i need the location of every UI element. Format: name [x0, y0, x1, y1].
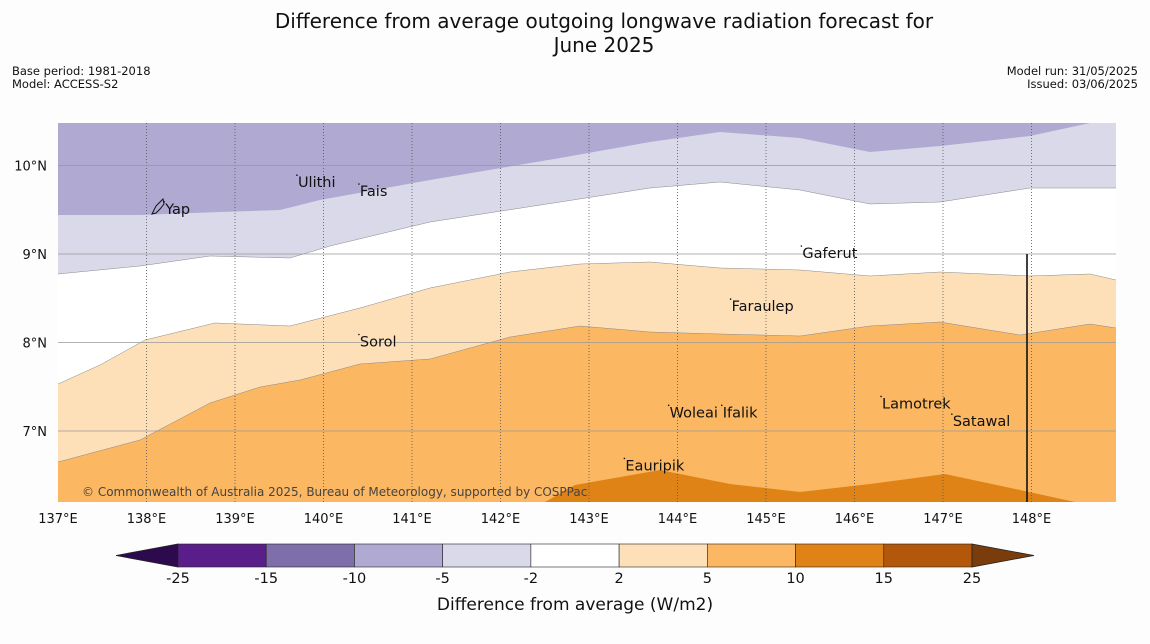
- lon-tick-label: 146°E: [835, 512, 875, 527]
- place-label-faraulep: Faraulep: [732, 299, 794, 315]
- place-label-ifalik: Ifalik: [723, 405, 758, 421]
- place-marker: [880, 395, 882, 398]
- base-period: Base period: 1981-2018: [12, 64, 151, 78]
- colorbar-bin: [354, 543, 443, 568]
- colorbar-tick-label: 10: [786, 571, 804, 587]
- place-label-woleai: Woleai: [670, 405, 718, 421]
- lon-tick-label: 142°E: [481, 512, 521, 527]
- lon-tick-label: 138°E: [127, 512, 167, 527]
- place-label-ulithi: Ulithi: [298, 175, 336, 191]
- colorbar-bin: [618, 543, 708, 568]
- lat-tick-label: 10°N: [14, 160, 47, 175]
- place-label-yap: Yap: [164, 202, 190, 218]
- colorbar-extend-max: [971, 543, 1035, 568]
- colorbar-bin: [442, 543, 532, 568]
- colorbar-tick-label: 5: [703, 571, 712, 587]
- colorbar-tick-label: -5: [435, 571, 449, 587]
- colorbar-label: Difference from average (W/m2): [437, 595, 713, 615]
- place-marker: [623, 457, 626, 460]
- colorbar-tick-label: 2: [614, 571, 623, 587]
- model-name: Model: ACCESS-S2: [12, 77, 119, 91]
- place-marker: [358, 183, 360, 185]
- colorbar-tick-label: -10: [343, 571, 367, 587]
- colorbar: -25 -15 -10 -5 -2 2 5 10 15 25: [115, 543, 1035, 587]
- gridlines: [58, 123, 1116, 502]
- place-marker: [667, 404, 670, 407]
- lat-tick-label: 9°N: [23, 248, 48, 263]
- place-labels: Ulithi Fais Yap Gaferut Faraulep Sorol Woleai I…: [163, 174, 1010, 474]
- band-neg10-neg5: [58, 123, 1090, 215]
- lon-tick-label: 140°E: [304, 512, 344, 527]
- colorbar-tick-label: -2: [524, 571, 538, 587]
- colorbar-tick-label: -25: [166, 571, 190, 587]
- lon-tick-label: 139°E: [215, 512, 255, 527]
- copyright-credit: © Commonwealth of Australia 2025, Bureau…: [82, 485, 587, 499]
- lon-tick-label: 145°E: [746, 512, 786, 527]
- lat-tick-label: 7°N: [23, 425, 48, 440]
- colorbar-tick-label: 25: [963, 571, 981, 587]
- contour-lines: [58, 181, 1116, 463]
- lon-tick-label: 137°E: [38, 512, 78, 527]
- place-marker: [163, 200, 165, 203]
- place-marker: [358, 333, 360, 336]
- lon-tick-label: 143°E: [569, 512, 609, 527]
- place-marker: [720, 404, 723, 407]
- colorbar-bin: [795, 543, 885, 568]
- model-run: Model run: 31/05/2025: [1006, 64, 1138, 78]
- place-marker: [800, 245, 803, 247]
- lat-tick-label: 8°N: [23, 337, 48, 352]
- meta-right: Model run: 31/05/2025 Issued: 03/06/2025: [1007, 65, 1138, 91]
- place-marker: [729, 298, 732, 300]
- place-label-lamotrek: Lamotrek: [882, 396, 951, 412]
- place-label-gaferut: Gaferut: [802, 246, 857, 262]
- lon-tick-label: 144°E: [658, 512, 698, 527]
- lon-tick-label: 141°E: [392, 512, 432, 527]
- latitude-ticks: 10°N 9°N 8°N 7°N: [14, 160, 47, 441]
- meta-left: Base period: 1981-2018 Model: ACCESS-S2: [12, 65, 151, 91]
- band-5-10: [58, 322, 1116, 502]
- longitude-ticks: 137°E 138°E 139°E 140°E 141°E 142°E 143°E 144°E…: [38, 512, 1051, 527]
- colorbar-tick-label: 15: [875, 571, 893, 587]
- colorbar-bin: [265, 543, 355, 568]
- lon-tick-label: 147°E: [923, 512, 963, 527]
- place-marker: [296, 174, 298, 176]
- colorbar-bin: [530, 543, 620, 568]
- place-label-eauripik: Eauripik: [625, 458, 684, 474]
- colorbar-bin: [883, 543, 973, 568]
- place-label-sorol: Sorol: [360, 335, 397, 351]
- lon-tick-label: 148°E: [1012, 512, 1052, 527]
- anomaly-field: © Commonwealth of Australia 2025, Bureau…: [58, 123, 1116, 502]
- place-label-satawal: Satawal: [953, 414, 1010, 430]
- colorbar-bin: [707, 543, 796, 568]
- chart-title: Difference from average outgoing longwav…: [0, 9, 1150, 57]
- colorbar-tick-label: -15: [254, 571, 278, 587]
- title-line-1: Difference from average outgoing longwav…: [274, 9, 934, 33]
- issued-date: Issued: 03/06/2025: [1027, 77, 1138, 91]
- colorbar-bin: [177, 543, 267, 568]
- colorbar-extend-min: [115, 543, 179, 568]
- title-line-2: June 2025: [553, 33, 655, 57]
- place-marker: [951, 413, 953, 415]
- place-label-fais: Fais: [360, 184, 387, 200]
